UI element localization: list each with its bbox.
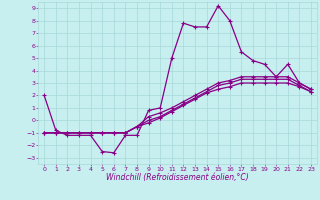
- X-axis label: Windchill (Refroidissement éolien,°C): Windchill (Refroidissement éolien,°C): [106, 173, 249, 182]
